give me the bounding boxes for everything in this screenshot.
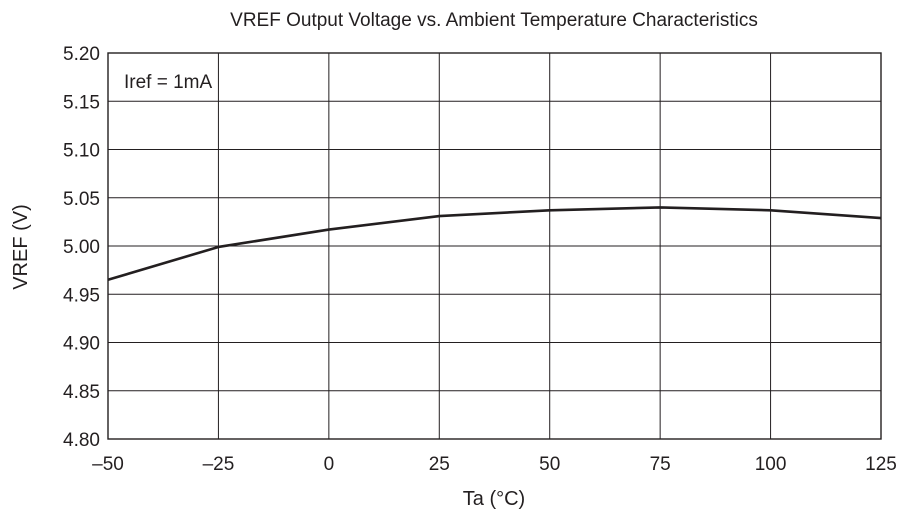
x-tick-label: 50	[539, 454, 560, 475]
y-tick-label: 5.15	[63, 92, 100, 113]
y-tick-label: 5.10	[63, 141, 100, 162]
y-tick-label: 4.80	[63, 430, 100, 451]
plot-frame	[107, 52, 882, 440]
y-axis-label: VREF (V)	[10, 204, 32, 290]
x-tick-label: –25	[203, 454, 235, 475]
x-tick-label: 25	[429, 454, 450, 475]
y-tick-label: 4.85	[63, 382, 100, 403]
x-tick-label: –50	[92, 454, 124, 475]
vref-series-line	[107, 206, 882, 282]
annotation-iref: Iref = 1mA	[124, 72, 212, 93]
x-tick-labels: –50 –25 0 25 50 75 100 125	[92, 454, 897, 475]
x-tick-label: 125	[865, 454, 897, 475]
x-tick-label: 75	[650, 454, 671, 475]
y-tick-label: 5.20	[63, 44, 100, 65]
y-tick-labels: 4.80 4.85 4.90 4.95 5.00 5.05 5.10 5.15 5.20	[63, 44, 100, 451]
y-tick-label: 4.95	[63, 285, 100, 306]
chart-title: VREF Output Voltage vs. Ambient Temperat…	[230, 10, 758, 31]
y-tick-label: 5.05	[63, 189, 100, 210]
x-axis-label: Ta (°C)	[463, 488, 525, 510]
y-tick-label: 4.90	[63, 334, 100, 355]
x-tick-label: 100	[755, 454, 787, 475]
y-tick-label: 5.00	[63, 237, 100, 258]
x-tick-label: 0	[324, 454, 335, 475]
